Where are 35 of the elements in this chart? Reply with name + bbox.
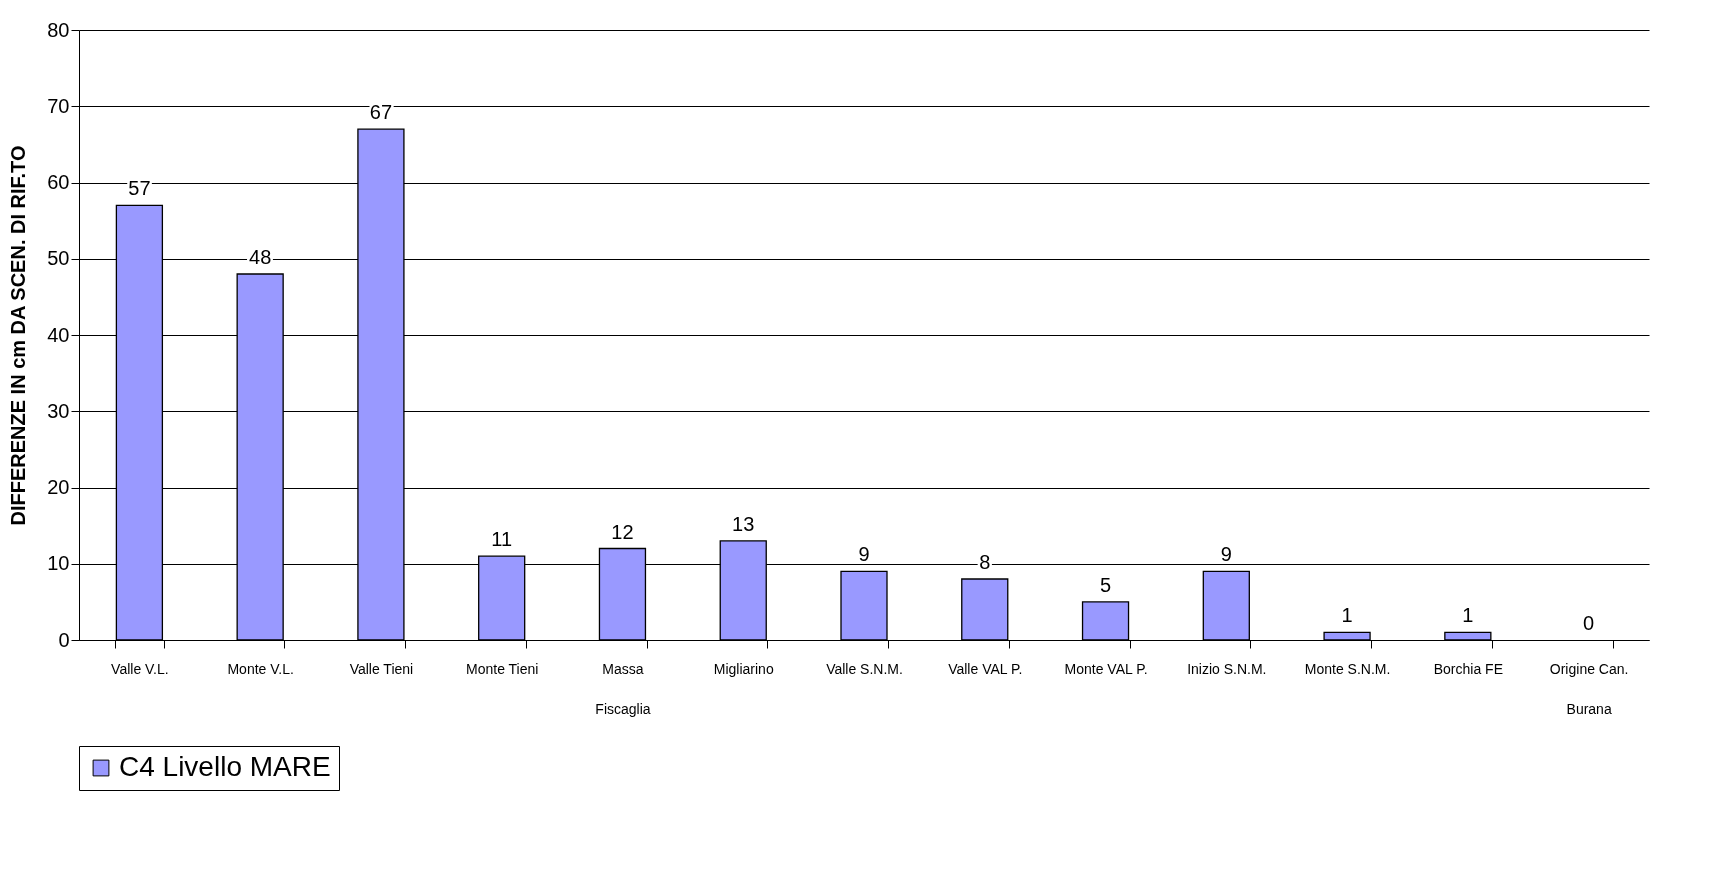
data-label: 9 <box>1220 543 1232 566</box>
legend-label: C4 Livello MARE <box>119 751 331 782</box>
category-label: Origine Can. Burana <box>1549 660 1629 717</box>
data-label: 13 <box>732 512 755 535</box>
data-label: 11 <box>491 528 513 551</box>
x-tick-label: Inizio S.N.M. <box>1187 660 1267 677</box>
x-tick-label: Valle S.N.M. <box>826 660 903 677</box>
x-tick-label: Valle Tieni <box>349 660 414 677</box>
y-tick-label: 80 <box>47 18 70 41</box>
data-label: 12 <box>611 520 634 543</box>
y-tick-label: 0 <box>58 628 70 651</box>
x-tick-label: Valle V.L. <box>111 660 169 677</box>
y-tick-label: 60 <box>47 171 70 193</box>
y-tick-label: 50 <box>47 247 70 270</box>
y-tick-label: 10 <box>47 552 70 575</box>
data-label: 57 <box>128 177 151 200</box>
x-tick-label: Monte VAL P. <box>1064 660 1148 677</box>
data-label: 1 <box>1341 604 1353 627</box>
data-label: 5 <box>1099 573 1112 596</box>
x-tick-label: Valle VAL P. <box>948 660 1023 677</box>
x-tick-label: Monte Tieni <box>466 660 539 677</box>
data-label: 67 <box>369 101 393 124</box>
data-label: 1 <box>1462 604 1474 627</box>
y-tick-label: 30 <box>47 399 70 422</box>
category-label: Massa Fiscaglia <box>595 660 651 717</box>
y-tick-label: 20 <box>47 476 70 498</box>
data-label: 0 <box>1583 612 1595 634</box>
x-tick-label: Borchia FE <box>1433 660 1503 677</box>
y-tick-label: 70 <box>47 94 70 117</box>
data-label: 9 <box>858 543 870 566</box>
x-tick-label: Monte S.N.M. <box>1304 660 1391 677</box>
x-tick-label: Migliarino <box>713 660 774 677</box>
y-axis-title: DIFFERENZE IN cm DA SCEN. DI RIF.TO <box>7 145 30 526</box>
y-tick-label: 40 <box>47 323 70 346</box>
x-tick-label: Monte V.L. <box>227 660 294 677</box>
